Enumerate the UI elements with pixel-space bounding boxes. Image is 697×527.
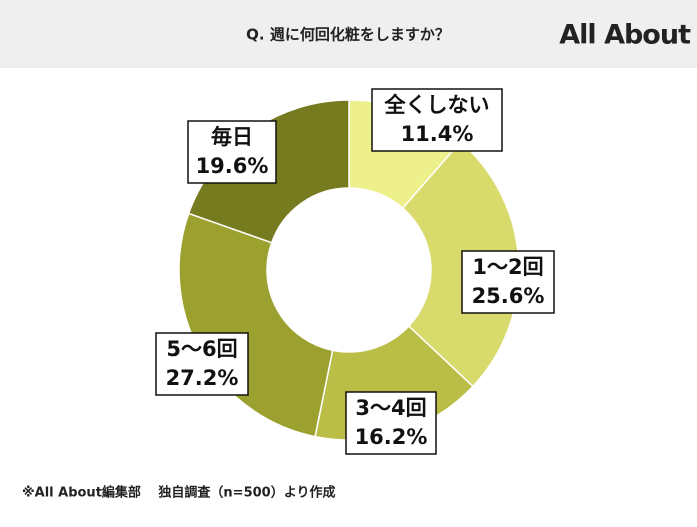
brand-logo: All About bbox=[559, 20, 691, 51]
value-label: 16.2% bbox=[355, 425, 428, 449]
value-label: 27.2% bbox=[166, 366, 239, 390]
category-label: 全くしない bbox=[384, 93, 490, 117]
category-label: 毎日 bbox=[211, 125, 253, 149]
label-box bbox=[187, 120, 277, 184]
value-label: 19.6% bbox=[196, 154, 269, 178]
source-note: ※All About編集部 独自調査（n=500）より作成 bbox=[22, 485, 335, 501]
label-box bbox=[461, 250, 555, 314]
label-box bbox=[155, 332, 249, 396]
category-label: 3〜4回 bbox=[355, 396, 426, 420]
value-label: 11.4% bbox=[401, 122, 474, 146]
label-box bbox=[371, 88, 503, 152]
donut-segment bbox=[178, 212, 334, 438]
category-label: 1〜2回 bbox=[472, 255, 543, 279]
donut-segment bbox=[401, 140, 520, 388]
value-label: 25.6% bbox=[472, 284, 545, 308]
category-label: 5〜6回 bbox=[166, 337, 237, 361]
chart-title: Q. 週に何回化粧をしますか？ bbox=[246, 26, 450, 44]
header-band bbox=[0, 0, 697, 68]
label-box bbox=[345, 391, 437, 455]
